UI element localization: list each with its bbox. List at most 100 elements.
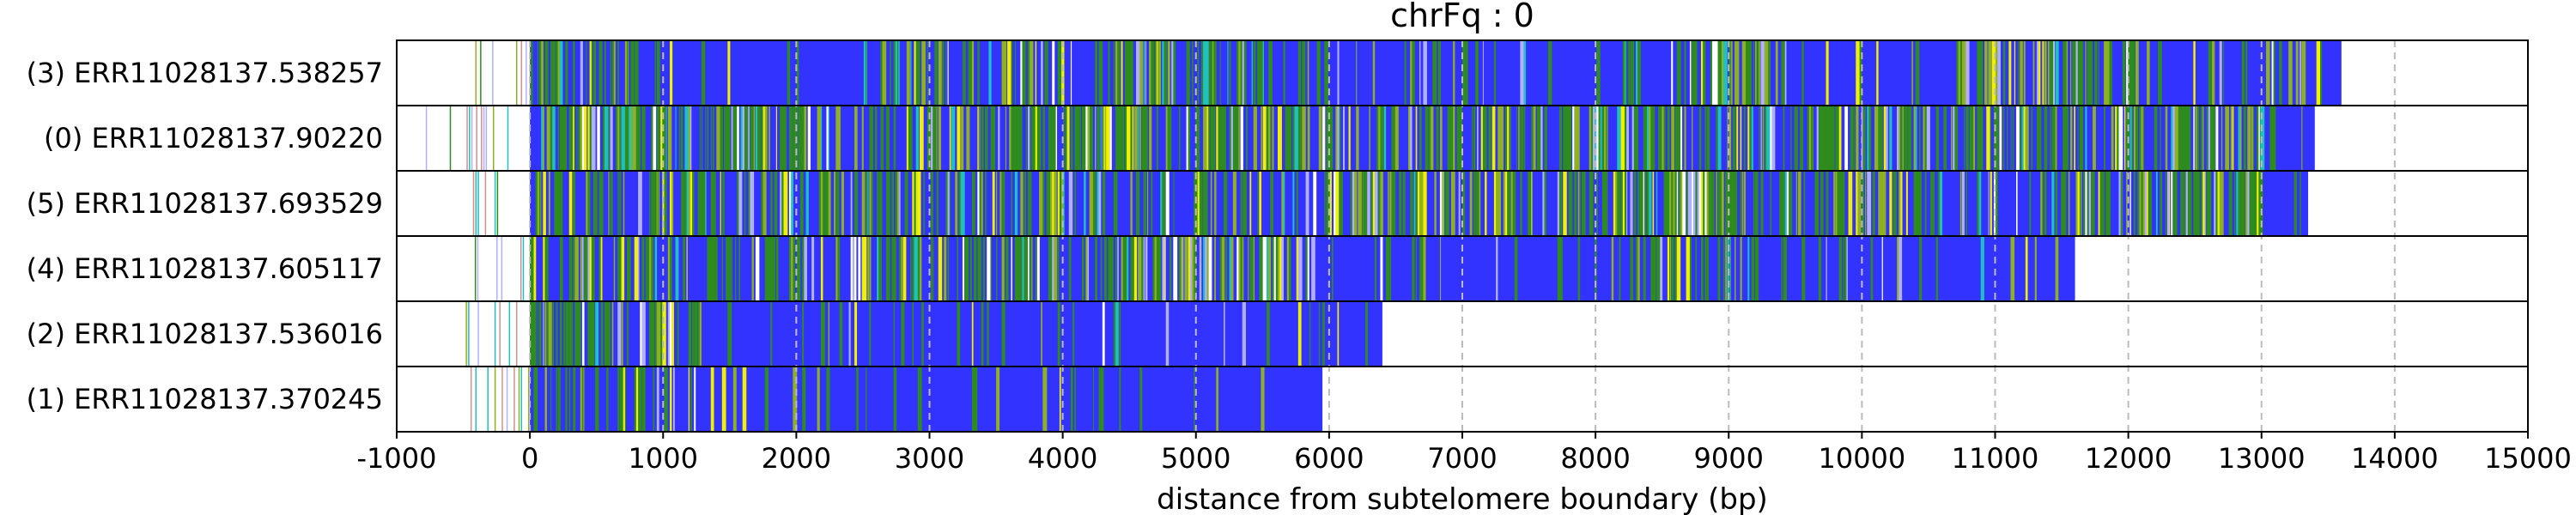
- read-segment: [1850, 106, 1853, 171]
- read-segment: [1050, 171, 1053, 236]
- read-segment: [1195, 106, 1200, 171]
- read-segment: [565, 367, 568, 432]
- read-segment: [1329, 106, 1334, 171]
- read-segment: [923, 171, 925, 236]
- read-segment: [1747, 106, 1750, 171]
- read-segment: [1635, 236, 1640, 301]
- read-segment: [914, 236, 919, 301]
- read-segment: [1725, 236, 1727, 301]
- read-segment: [681, 106, 683, 171]
- read-segment: [2209, 106, 2215, 171]
- read-segment: [2201, 171, 2204, 236]
- read-segment: [527, 367, 530, 432]
- read-segment: [2172, 106, 2176, 171]
- read-segment: [1410, 106, 1413, 171]
- read-segment: [1272, 106, 1274, 171]
- read-segment: [1954, 106, 1957, 171]
- read-segment: [915, 40, 920, 106]
- read-segment: [861, 236, 864, 301]
- read-segment: [1757, 40, 1760, 106]
- read-segment: [1897, 236, 1899, 301]
- read-segment: [1669, 171, 1672, 236]
- read-segment: [1973, 106, 1976, 171]
- read-segment: [1600, 106, 1602, 171]
- read-segment: [837, 236, 841, 301]
- read-segment: [1980, 236, 1984, 301]
- read-segment: [581, 106, 586, 171]
- read-segment: [2301, 40, 2306, 106]
- read-segment: [1326, 106, 1329, 171]
- read-segment: [1801, 40, 1804, 106]
- read-segment: [942, 40, 945, 106]
- x-tick-label: -1000: [357, 442, 437, 475]
- read-segment: [1036, 106, 1041, 171]
- read-segment: [1671, 236, 1674, 301]
- read-segment: [1203, 236, 1207, 301]
- read-segment: [878, 171, 883, 236]
- read-segment: [1324, 40, 1328, 106]
- read-segment: [2002, 106, 2005, 171]
- read-segment: [714, 236, 718, 301]
- read-segment: [2025, 236, 2028, 301]
- read-segment: [1146, 171, 1149, 236]
- read-segment: [477, 171, 479, 236]
- read-segment: [533, 236, 537, 301]
- read-segment: [880, 236, 883, 301]
- read-segment: [1109, 236, 1114, 301]
- read-segment: [670, 40, 673, 106]
- read-segment: [1617, 171, 1621, 236]
- read-segment: [1667, 236, 1671, 301]
- read-segment: [1475, 40, 1479, 106]
- read-segment: [2021, 106, 2026, 171]
- read-segment: [1165, 106, 1168, 171]
- read-segment: [630, 40, 634, 106]
- read-segment: [1156, 236, 1159, 301]
- read-segment: [1482, 106, 1487, 171]
- read-segment: [960, 106, 964, 171]
- read-segment: [712, 106, 714, 171]
- read-segment: [721, 171, 725, 236]
- chart-title: chrFq : 0: [1390, 0, 1534, 34]
- read-segment: [2148, 171, 2153, 236]
- x-tick-label: 0: [521, 442, 538, 475]
- read-segment: [1671, 40, 1674, 106]
- read-segment: [600, 236, 603, 301]
- read-segment: [1790, 106, 1792, 171]
- read-segment: [1163, 236, 1165, 301]
- read-segment: [944, 236, 947, 301]
- read-segment: [1122, 236, 1126, 301]
- read-segment: [987, 236, 991, 301]
- read-segment: [1012, 106, 1015, 171]
- read-segment: [619, 236, 623, 301]
- read-segment: [1309, 301, 1311, 367]
- read-segment: [627, 40, 629, 106]
- read-segment: [1619, 171, 1621, 236]
- read-segment: [1115, 236, 1117, 301]
- read-segment: [1568, 171, 1571, 236]
- read-segment: [1025, 236, 1030, 301]
- read-segment: [1684, 40, 1686, 106]
- read-segment: [1822, 106, 1825, 171]
- read-segment: [1544, 106, 1547, 171]
- read-segment: [2120, 171, 2123, 236]
- row-label: (2) ERR11028137.536016: [27, 318, 383, 350]
- read-segment: [757, 106, 761, 171]
- read-segment: [1606, 106, 1607, 171]
- read-segment: [2251, 106, 2254, 171]
- read-segment: [807, 106, 811, 171]
- read-segment: [2219, 40, 2222, 106]
- read-segment: [1977, 106, 1980, 171]
- read-segment: [2044, 171, 2047, 236]
- read-segment: [796, 106, 799, 171]
- read-segment: [931, 171, 933, 236]
- read-segment: [2079, 106, 2084, 171]
- read-segment: [2137, 171, 2139, 236]
- read-segment: [597, 367, 599, 432]
- read-segment: [1283, 40, 1285, 106]
- read-segment: [1453, 40, 1455, 106]
- read-segment: [1182, 236, 1184, 301]
- read-segment: [1091, 106, 1093, 171]
- read-segment: [1999, 106, 2002, 171]
- read-segment: [1057, 301, 1060, 367]
- read-segment: [1283, 171, 1285, 236]
